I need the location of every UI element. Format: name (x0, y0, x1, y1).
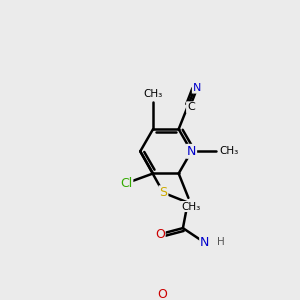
Text: H: H (217, 236, 225, 247)
Text: Cl: Cl (120, 177, 132, 190)
Text: CH₃: CH₃ (143, 89, 163, 99)
Text: N: N (200, 236, 209, 249)
Text: C: C (187, 102, 195, 112)
Text: O: O (155, 228, 165, 241)
Text: CH₃: CH₃ (220, 146, 239, 156)
Text: N: N (193, 83, 201, 93)
Text: N: N (187, 145, 196, 158)
Text: CH₃: CH₃ (181, 202, 200, 212)
Text: O: O (157, 288, 167, 300)
Text: S: S (159, 186, 167, 199)
